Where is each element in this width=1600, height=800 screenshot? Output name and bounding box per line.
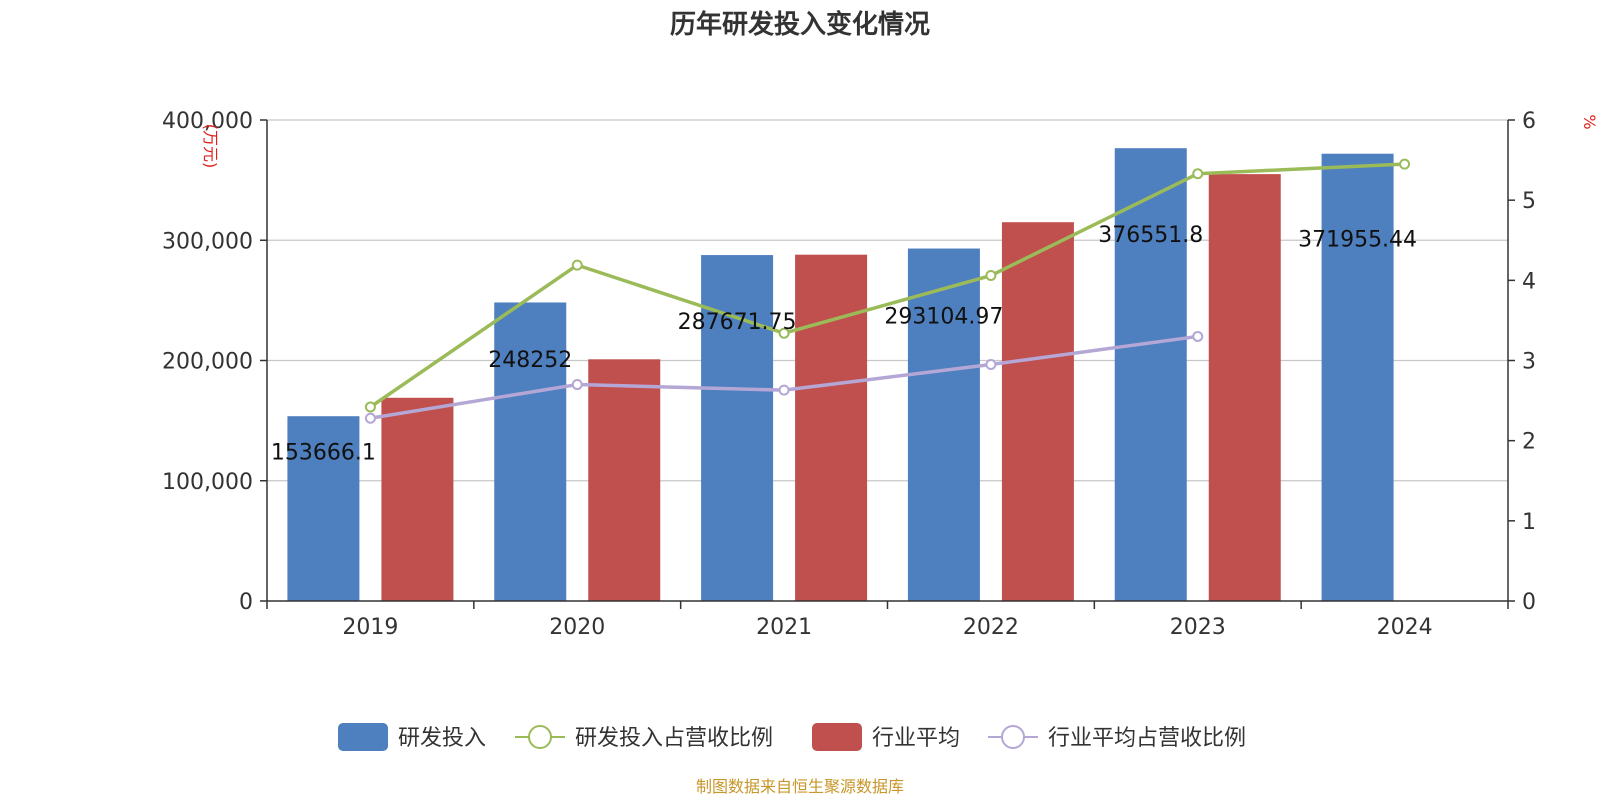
x-axis-tick-label: 2019	[342, 615, 398, 640]
point-industry-ratio[interactable]	[364, 412, 376, 424]
point-rd-ratio[interactable]	[985, 270, 997, 282]
data-label-rd-investment: 293104.97	[884, 305, 1003, 330]
data-label-rd-investment: 287671.75	[678, 310, 797, 335]
data-label-rd-investment: 248252	[488, 348, 572, 373]
bar-industry-average[interactable]	[1208, 174, 1281, 602]
point-industry-ratio[interactable]	[1192, 330, 1204, 342]
point-rd-ratio[interactable]	[1192, 168, 1204, 180]
right-axis-tick-label: 6	[1522, 109, 1536, 134]
right-axis-tick-label: 5	[1522, 189, 1536, 214]
source-note: 制图数据来自恒生聚源数据库	[696, 777, 904, 796]
left-axis-tick-label: 400,000	[162, 109, 253, 134]
bar-rd-investment[interactable]	[1321, 153, 1394, 602]
line-rd-ratio	[369, 162, 1405, 409]
lines	[364, 158, 1411, 424]
legend-swatch-industry-average[interactable]	[812, 723, 862, 751]
right-axis-tick-label: 0	[1522, 590, 1536, 615]
right-axis-tick-label: 4	[1522, 269, 1536, 294]
legend-label-rd-investment[interactable]: 研发投入	[398, 726, 486, 751]
right-axis-tick-label: 1	[1522, 510, 1536, 535]
chart-title: 历年研发投入变化情况	[670, 9, 930, 40]
left-axis-tick-label: 300,000	[162, 229, 253, 254]
bar-rd-investment[interactable]	[1114, 148, 1187, 601]
axes: 0 100,000 200,000 300,000 400,000 0 1 2 3 4 5 6 2019…	[162, 109, 1536, 640]
legend: 研发投入 研发投入占营收比例 行业平均 行业平均占营收比例	[338, 723, 1246, 751]
x-axis-tick-label: 2020	[549, 615, 605, 640]
data-labels: 153666.1 248252 287671.75 293104.97 376551.8…	[271, 223, 1417, 465]
bar-industry-average[interactable]	[588, 359, 661, 601]
x-axis-tick-label: 2024	[1377, 615, 1433, 640]
point-rd-ratio[interactable]	[364, 401, 376, 413]
data-label-rd-investment: 371955.44	[1298, 228, 1417, 253]
x-axis-tick-label: 2021	[756, 615, 812, 640]
data-label-rd-investment: 153666.1	[271, 440, 376, 465]
x-axis-tick-label: 2022	[963, 615, 1019, 640]
bars	[287, 148, 1394, 602]
right-axis-tick-label: 3	[1522, 350, 1536, 375]
legend-label-industry-ratio[interactable]: 行业平均占营收比例	[1048, 726, 1246, 751]
point-industry-ratio[interactable]	[571, 379, 583, 391]
point-rd-ratio[interactable]	[571, 259, 583, 271]
legend-label-rd-ratio[interactable]: 研发投入占营收比例	[575, 726, 773, 751]
bar-industry-average[interactable]	[1001, 222, 1074, 601]
bar-industry-average[interactable]	[381, 397, 454, 601]
bar-rd-investment[interactable]	[907, 248, 980, 602]
point-rd-ratio[interactable]	[778, 327, 790, 339]
x-axis-tick-label: 2023	[1170, 615, 1226, 640]
legend-marker-industry-ratio[interactable]	[1001, 725, 1025, 749]
left-axis-tick-label: 200,000	[162, 350, 253, 375]
left-axis-tick-label: 0	[239, 590, 253, 615]
left-axis-tick-label: 100,000	[162, 470, 253, 495]
point-rd-ratio[interactable]	[1399, 158, 1411, 170]
point-industry-ratio[interactable]	[778, 384, 790, 396]
legend-label-industry-average[interactable]: 行业平均	[872, 726, 960, 751]
left-axis-unit: (万元)	[201, 124, 220, 169]
data-label-rd-investment: 376551.8	[1098, 223, 1203, 248]
legend-marker-rd-ratio[interactable]	[528, 725, 552, 749]
bar-rd-investment[interactable]	[287, 416, 360, 601]
bar-industry-average[interactable]	[795, 254, 868, 601]
right-axis-unit: %	[1580, 114, 1599, 129]
point-industry-ratio[interactable]	[985, 359, 997, 371]
bar-rd-investment[interactable]	[701, 255, 774, 602]
gridlines	[267, 119, 1508, 482]
bar-rd-investment[interactable]	[494, 302, 567, 601]
legend-swatch-rd-investment[interactable]	[338, 723, 388, 751]
right-axis-tick-label: 2	[1522, 430, 1536, 455]
